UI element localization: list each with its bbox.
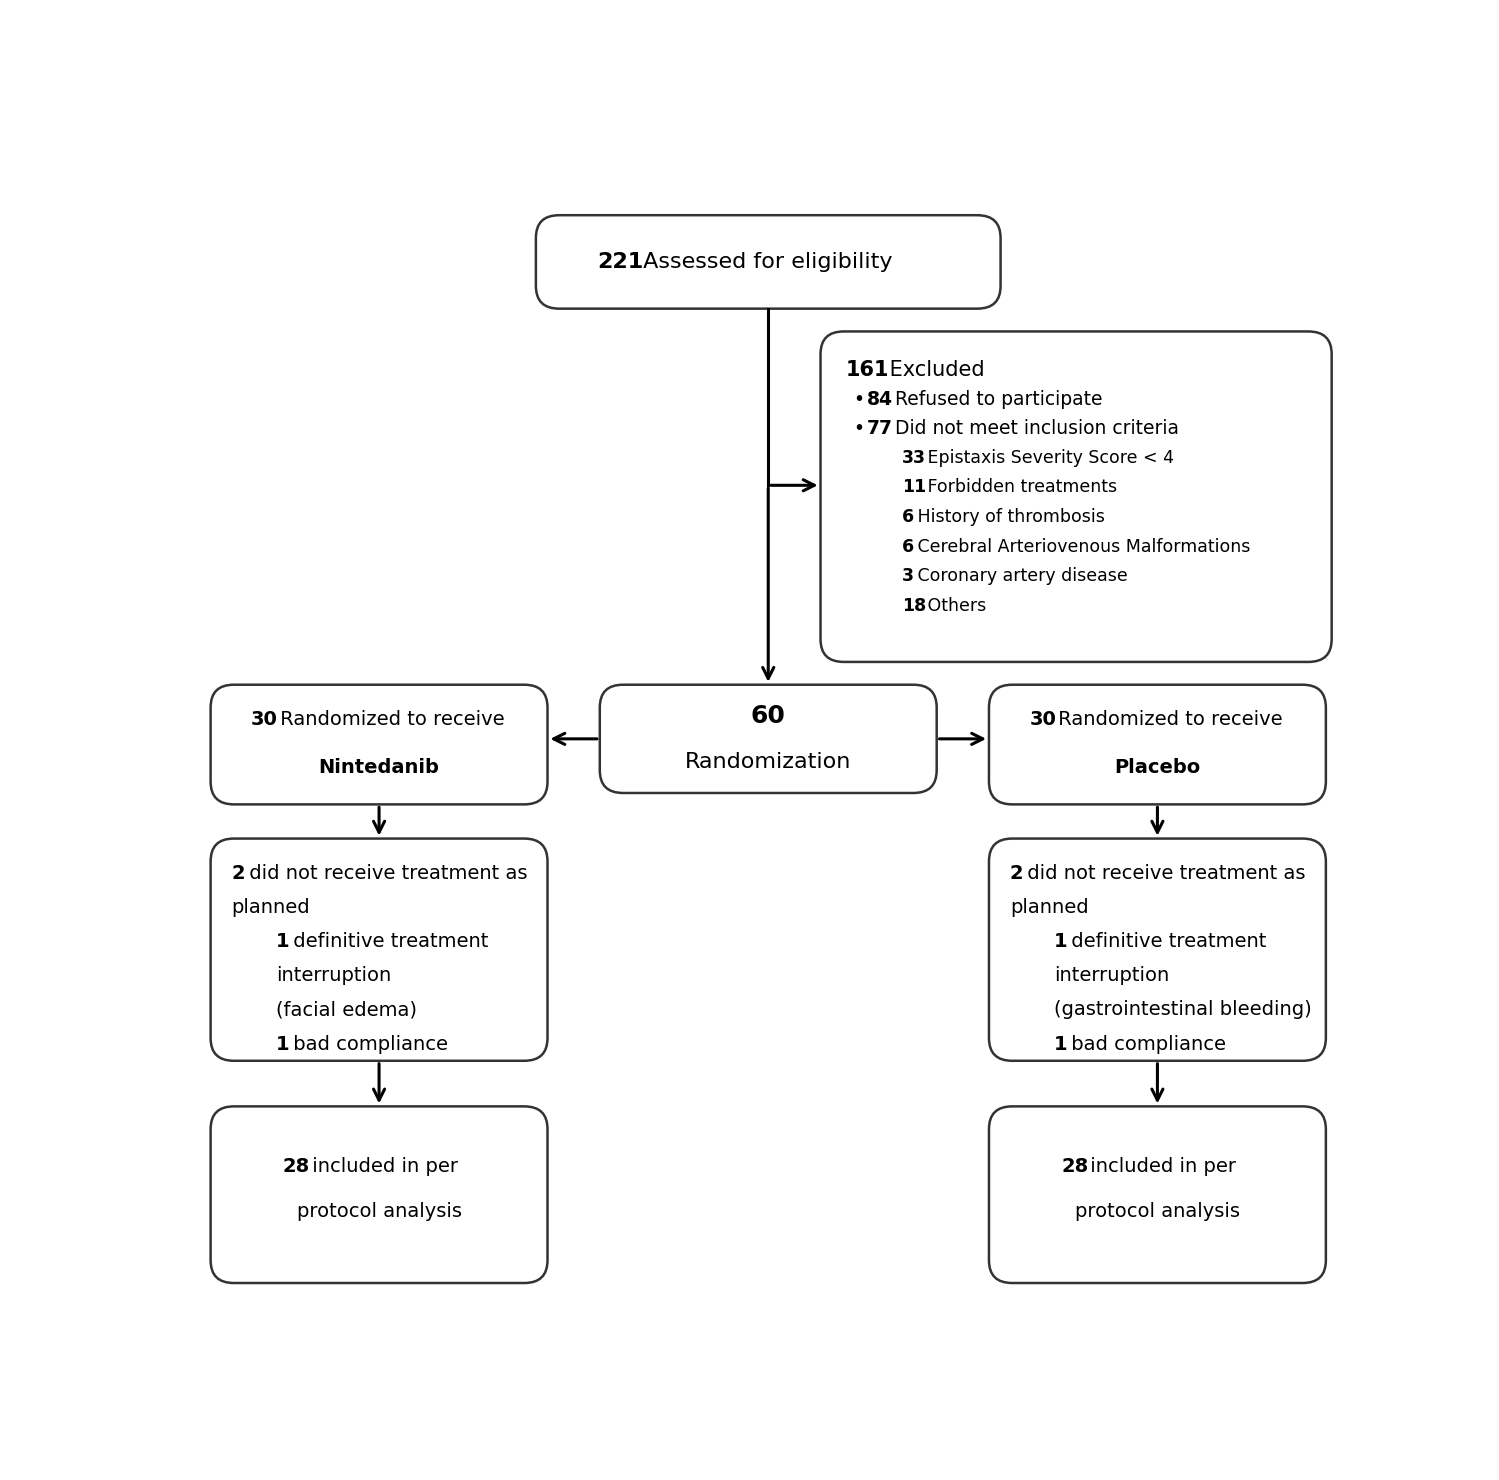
Text: 60: 60 xyxy=(751,704,785,728)
Text: 1: 1 xyxy=(1054,932,1067,952)
Text: 33: 33 xyxy=(902,448,926,466)
Text: 1: 1 xyxy=(276,1035,289,1054)
Text: interruption: interruption xyxy=(1054,966,1169,986)
Text: History of thrombosis: History of thrombosis xyxy=(911,508,1105,525)
Text: 6: 6 xyxy=(902,508,914,525)
Text: 28: 28 xyxy=(1061,1157,1088,1175)
Text: definitive treatment: definitive treatment xyxy=(1066,932,1267,952)
FancyBboxPatch shape xyxy=(989,1107,1325,1283)
Text: Nintedanib: Nintedanib xyxy=(319,758,439,777)
Text: Excluded: Excluded xyxy=(883,360,985,380)
Text: did not receive treatment as: did not receive treatment as xyxy=(243,864,528,882)
Text: •: • xyxy=(853,419,863,438)
Text: 18: 18 xyxy=(902,596,926,616)
Text: included in per: included in per xyxy=(306,1157,457,1175)
Text: definitive treatment: definitive treatment xyxy=(288,932,489,952)
Text: (gastrointestinal bleeding): (gastrointestinal bleeding) xyxy=(1054,1000,1312,1020)
Text: planned: planned xyxy=(231,898,310,916)
Text: (facial edema): (facial edema) xyxy=(276,1000,417,1020)
FancyBboxPatch shape xyxy=(989,685,1325,805)
Text: 11: 11 xyxy=(902,478,926,496)
FancyBboxPatch shape xyxy=(600,685,937,793)
Text: Did not meet inclusion criteria: Did not meet inclusion criteria xyxy=(889,419,1180,438)
Text: 161: 161 xyxy=(845,360,889,380)
Text: 84: 84 xyxy=(866,389,893,408)
Text: Randomization: Randomization xyxy=(685,752,851,771)
Text: 3: 3 xyxy=(902,567,914,586)
Text: did not receive treatment as: did not receive treatment as xyxy=(1021,864,1306,882)
Text: 28: 28 xyxy=(283,1157,310,1175)
Text: 2: 2 xyxy=(231,864,246,882)
Text: Assessed for eligibility: Assessed for eligibility xyxy=(636,252,893,272)
Text: 1: 1 xyxy=(276,932,289,952)
Text: Randomized to receive: Randomized to receive xyxy=(274,710,505,730)
Text: bad compliance: bad compliance xyxy=(288,1035,448,1054)
Text: Refused to participate: Refused to participate xyxy=(889,389,1103,408)
Text: bad compliance: bad compliance xyxy=(1066,1035,1226,1054)
Text: 1: 1 xyxy=(1054,1035,1067,1054)
FancyBboxPatch shape xyxy=(989,839,1325,1061)
Text: Others: Others xyxy=(922,596,986,616)
Text: interruption: interruption xyxy=(276,966,391,986)
Text: 77: 77 xyxy=(866,419,893,438)
Text: protocol analysis: protocol analysis xyxy=(1075,1202,1240,1221)
Text: planned: planned xyxy=(1010,898,1088,916)
Text: 2: 2 xyxy=(1010,864,1024,882)
Text: Cerebral Arteriovenous Malformations: Cerebral Arteriovenous Malformations xyxy=(911,537,1250,555)
Text: 30: 30 xyxy=(1030,710,1057,730)
FancyBboxPatch shape xyxy=(537,215,1001,309)
Text: •: • xyxy=(853,389,863,408)
Text: 6: 6 xyxy=(902,537,914,555)
Text: Forbidden treatments: Forbidden treatments xyxy=(922,478,1117,496)
Text: 221: 221 xyxy=(597,252,643,272)
FancyBboxPatch shape xyxy=(210,839,547,1061)
Text: Placebo: Placebo xyxy=(1114,758,1201,777)
Text: Coronary artery disease: Coronary artery disease xyxy=(911,567,1127,586)
Text: 30: 30 xyxy=(250,710,277,730)
Text: protocol analysis: protocol analysis xyxy=(297,1202,462,1221)
FancyBboxPatch shape xyxy=(820,332,1331,662)
Text: Epistaxis Severity Score < 4: Epistaxis Severity Score < 4 xyxy=(922,448,1174,466)
FancyBboxPatch shape xyxy=(210,1107,547,1283)
Text: included in per: included in per xyxy=(1084,1157,1237,1175)
FancyBboxPatch shape xyxy=(210,685,547,805)
Text: Randomized to receive: Randomized to receive xyxy=(1052,710,1283,730)
